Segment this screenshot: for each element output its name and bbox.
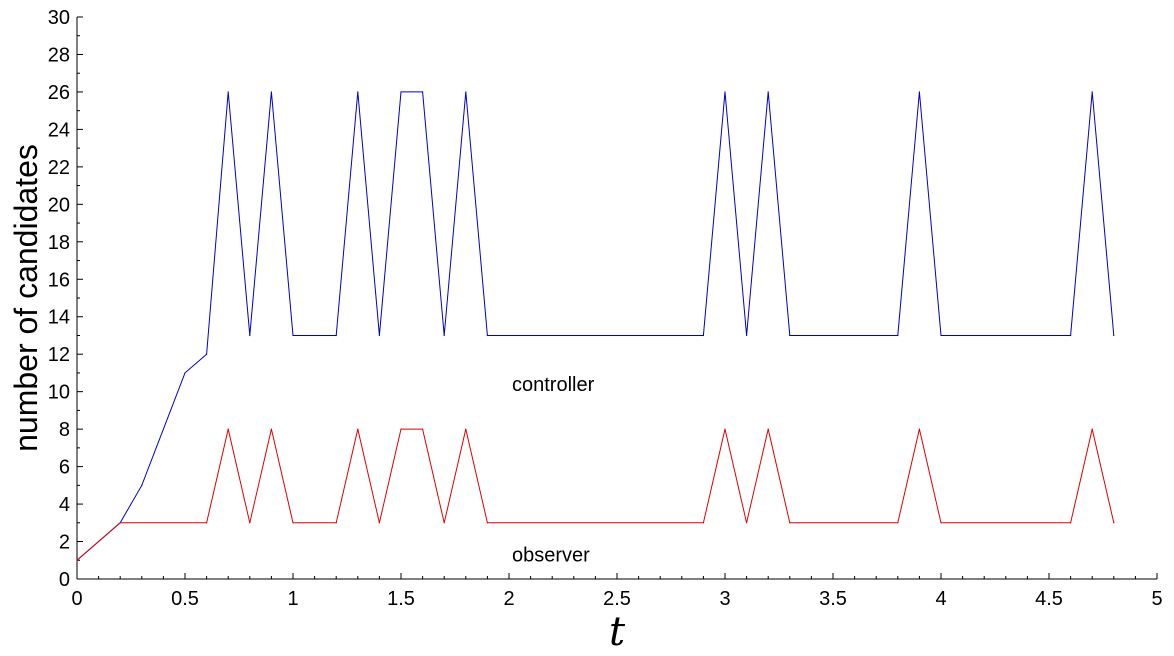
observer-point — [486, 522, 488, 524]
observer-point — [249, 522, 251, 524]
y-tick-label: 2 — [59, 532, 70, 554]
observer-point — [443, 522, 445, 524]
controller-point — [465, 91, 467, 93]
observer-point — [335, 522, 337, 524]
controller-point — [292, 334, 294, 337]
series-controller — [76, 91, 1115, 561]
controller-point — [357, 91, 359, 93]
observer-point — [1091, 428, 1093, 430]
controller-point — [918, 91, 921, 93]
controller-point — [724, 91, 726, 93]
observer-point — [119, 522, 121, 524]
observer-point — [702, 522, 705, 524]
x-axis-label: t — [609, 609, 626, 655]
controller-point — [1113, 334, 1115, 337]
x-tick-label: 4 — [935, 588, 946, 610]
controller-point — [767, 91, 769, 93]
controller-point — [486, 334, 488, 337]
controller-point — [184, 372, 186, 374]
y-tick-label: 6 — [59, 457, 70, 479]
y-tick-label: 28 — [48, 44, 70, 66]
controller-point — [249, 334, 251, 337]
controller-point — [227, 91, 229, 93]
controller-point — [422, 91, 424, 93]
observer-point — [378, 522, 380, 524]
controller-point — [443, 334, 445, 337]
y-axis-label: number of candidates — [8, 144, 44, 452]
y-tick-label: 16 — [48, 269, 70, 291]
y-tick-label: 20 — [48, 194, 70, 216]
annotation-observer: observer — [512, 545, 590, 567]
x-tick-label: 3.5 — [819, 588, 847, 610]
x-tick-label: 2.5 — [603, 588, 631, 610]
controller-point — [789, 334, 791, 337]
observer-point — [76, 559, 78, 561]
x-tick-label: 1.5 — [387, 588, 415, 610]
observer-point — [1070, 522, 1072, 524]
controller-point — [1070, 334, 1072, 337]
observer-point — [465, 428, 467, 430]
observer-point — [206, 522, 208, 524]
observer-point — [357, 428, 359, 430]
y-tick-label: 0 — [59, 569, 70, 591]
y-tick-label: 26 — [48, 82, 70, 104]
y-tick-label: 8 — [59, 419, 70, 441]
series — [76, 91, 1115, 561]
x-tick-label: 4.5 — [1035, 588, 1063, 610]
x-tick-label: 0 — [71, 588, 82, 610]
controller-point — [270, 91, 272, 93]
series-observer — [76, 428, 1115, 561]
controller-point — [335, 334, 337, 337]
y-tick-label: 14 — [48, 307, 70, 329]
x-tick-label: 3 — [719, 588, 730, 610]
controller-point — [400, 91, 402, 93]
y-tick-label: 18 — [48, 232, 70, 254]
observer-point — [292, 522, 294, 524]
observer-point — [940, 522, 942, 524]
controller-point — [141, 484, 143, 486]
x-tick-label: 1 — [287, 588, 298, 610]
annotations: controller observer — [512, 374, 595, 566]
observer-point — [227, 428, 229, 430]
observer-point — [422, 428, 424, 430]
y-tick-label: 30 — [48, 7, 70, 29]
y-tick-label: 10 — [48, 382, 70, 404]
controller-point — [1091, 91, 1093, 93]
x-tick-label: 2 — [503, 588, 514, 610]
observer-point — [767, 428, 769, 430]
controller-point — [897, 334, 899, 337]
y-tick-label: 22 — [48, 157, 70, 179]
observer-point — [897, 522, 899, 524]
controller-point — [746, 334, 748, 337]
observer-point — [1113, 522, 1115, 524]
annotation-controller: controller — [512, 374, 595, 396]
x-ticks: 0 0.5 1 1.5 2 2.5 3 3.5 4 4.5 5 — [71, 573, 1163, 610]
x-tick-label: 0.5 — [171, 588, 199, 610]
controller-line — [76, 91, 1115, 561]
controller-point — [940, 334, 942, 337]
observer-point — [400, 428, 402, 430]
observer-point — [918, 428, 921, 430]
x-tick-label: 5 — [1151, 588, 1162, 610]
controller-point — [378, 334, 380, 337]
observer-point — [724, 428, 726, 430]
y-tick-label: 4 — [59, 494, 70, 516]
axes: 0 0.5 1 1.5 2 2.5 3 3.5 4 4.5 5 024681012141618202… — [48, 7, 1163, 610]
observer-point — [746, 522, 748, 524]
y-tick-label: 12 — [48, 344, 70, 366]
controller-point — [206, 353, 208, 355]
observer-line — [76, 428, 1115, 561]
controller-point — [702, 334, 705, 337]
observer-point — [789, 522, 791, 524]
observer-point — [270, 428, 272, 430]
y-tick-label: 24 — [48, 119, 70, 141]
